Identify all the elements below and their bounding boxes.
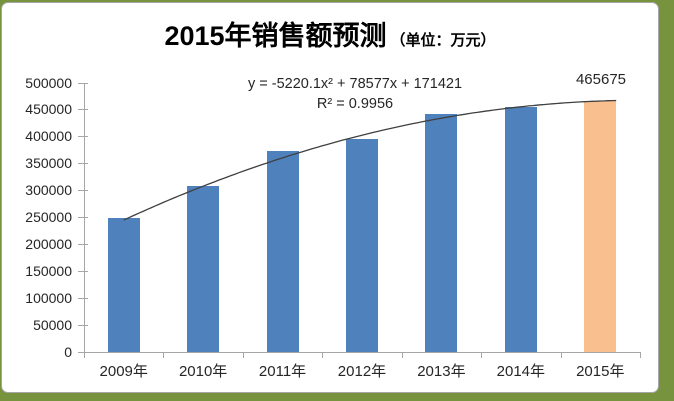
y-axis-label: 500000 (25, 74, 72, 91)
bar-2009年[interactable] (107, 218, 140, 352)
y-axis-label: 50000 (33, 317, 72, 334)
bar-2012年[interactable] (346, 139, 378, 352)
y-axis-tick (78, 325, 88, 327)
y-axis-label: 400000 (25, 128, 72, 145)
x-axis-label-2014年: 2014年 (496, 363, 546, 380)
x-axis-label-2015年: 2015年 (576, 363, 625, 380)
y-axis-tick (78, 298, 88, 300)
bar-2014年[interactable] (504, 106, 537, 352)
chart-title-unit: （单位：万元） (390, 32, 496, 49)
y-axis-label: 0 (64, 344, 72, 360)
x-axis-tick (560, 352, 562, 358)
x-axis-tick (481, 352, 483, 358)
y-axis-tick (78, 82, 88, 84)
y-axis-label: 350000 (25, 155, 72, 172)
y-axis-label: 100000 (25, 290, 72, 307)
x-axis-label-2012年: 2012年 (337, 363, 387, 380)
y-axis-tick (78, 244, 88, 246)
bar-2011年[interactable] (266, 151, 299, 352)
chart-title[interactable]: 2015年销售额预测 （单位：万元） (1, 14, 659, 53)
y-axis-label: 450000 (25, 101, 72, 118)
y-axis-label: 150000 (25, 263, 72, 280)
trendline-r-squared: R² = 0.9956 (316, 96, 394, 112)
x-axis-label-2009年: 2009年 (99, 363, 148, 380)
x-axis-tick (163, 352, 165, 358)
y-axis-tick (78, 163, 88, 165)
forecast-data-label[interactable]: 465675 (575, 71, 627, 88)
trendline-equation[interactable]: y = -5220.1x² + 78577x + 171421 R² = 0.9… (200, 74, 510, 114)
x-axis-label-2011年: 2011年 (258, 363, 307, 380)
y-axis-tick (78, 136, 88, 138)
y-axis-tick (78, 217, 88, 219)
x-axis-tick (640, 352, 641, 358)
y-axis-tick (78, 271, 88, 273)
bar-2015年[interactable] (584, 101, 617, 352)
x-axis-label-2010年: 2010年 (178, 363, 228, 380)
trendline-equation-formula: y = -5220.1x² + 78577x + 171421 (247, 76, 463, 92)
y-axis-line (84, 82, 85, 352)
y-axis-tick (78, 190, 88, 192)
bar-2013年[interactable] (425, 113, 458, 352)
x-axis-label-2013年: 2013年 (417, 363, 466, 380)
bar-2010年[interactable] (187, 185, 220, 352)
y-axis-tick (78, 109, 88, 111)
x-axis-tick (322, 352, 324, 358)
y-axis-label: 200000 (25, 236, 72, 253)
chart-title-main: 2015年销售额预测 (164, 21, 387, 51)
y-axis-label: 250000 (25, 209, 72, 226)
x-axis-tick (401, 352, 403, 358)
y-axis-label: 300000 (25, 182, 72, 199)
x-axis-line (79, 352, 640, 353)
x-axis-tick (84, 352, 85, 358)
x-axis-tick (242, 352, 244, 358)
